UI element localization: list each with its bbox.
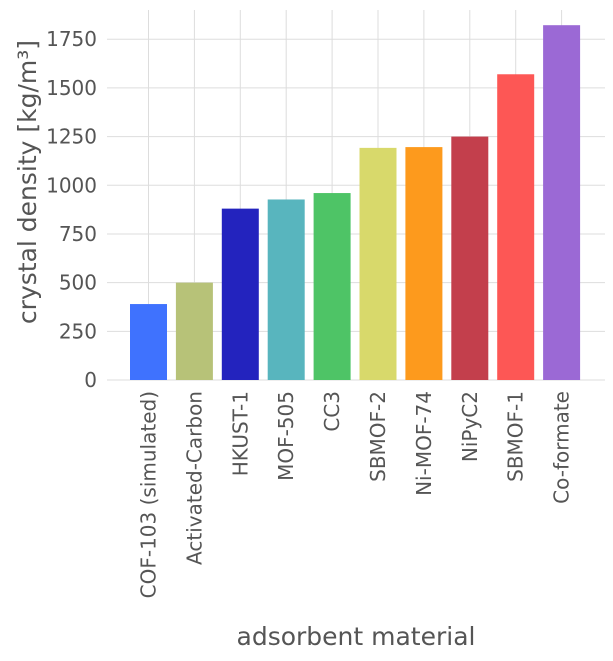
y-tick-labels: 0 250 500 750 1000 1250 1500 1750 (46, 27, 97, 392)
bar (543, 25, 581, 380)
bar (130, 304, 167, 380)
y-tick-label: 1250 (46, 125, 97, 149)
bar (359, 147, 397, 380)
x-tick-label: SBMOF-1 (504, 391, 528, 482)
x-tick-labels: COF-103 (simulated) Activated-Carbon HKUST… (137, 391, 574, 598)
y-tick-label: 250 (59, 319, 97, 343)
bar (221, 208, 259, 380)
y-tick-label: 500 (59, 271, 97, 295)
x-tick-label: Activated-Carbon (182, 391, 206, 565)
bars (130, 25, 581, 381)
x-tick-label: Co-formate (550, 391, 574, 504)
x-tick-label: MOF-505 (274, 391, 298, 481)
y-tick-label: 1500 (46, 76, 97, 100)
x-tick-label: COF-103 (simulated) (137, 391, 161, 598)
y-tick-label: 0 (84, 368, 97, 392)
x-tick-label: HKUST-1 (228, 391, 252, 476)
bar (497, 74, 535, 381)
y-tick-label: 750 (59, 222, 97, 246)
bar (175, 282, 213, 380)
y-tick-label: 1750 (46, 27, 97, 51)
bar (313, 193, 351, 380)
bar (451, 136, 489, 380)
bar (267, 199, 305, 380)
y-tick-label: 1000 (46, 173, 97, 197)
bar (405, 147, 443, 380)
x-tick-label: CC3 (320, 391, 344, 432)
x-tick-label: Ni-MOF-74 (412, 391, 436, 496)
x-axis-label: adsorbent material (237, 622, 476, 651)
x-tick-label: SBMOF-2 (366, 391, 390, 482)
y-axis-label: crystal density [kg/m³] (13, 40, 42, 324)
x-tick-label: NiPyC2 (458, 391, 482, 462)
